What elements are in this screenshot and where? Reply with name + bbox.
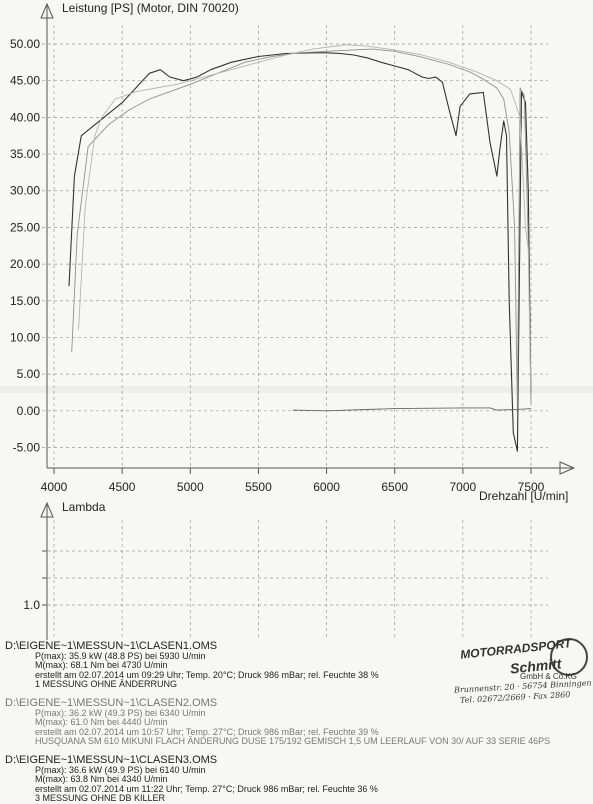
series-baseline-line: [292, 407, 532, 412]
stamp-logo-icon: [550, 638, 588, 676]
lambda-y-tick-label: 1.0: [23, 598, 40, 612]
y-tick-label: 10.00: [10, 330, 40, 344]
run-pmax-2: P(max): 36.2 kW (49.3 PS) bei 6340 U/min: [35, 707, 206, 718]
x-tick-label: 7000: [450, 480, 477, 494]
run-pmax-3: P(max): 36.6 kW (49.9 PS) bei 6140 U/min: [35, 764, 206, 775]
stamp-sub: GmbH & Co.KG: [520, 672, 577, 681]
scan-band: [0, 386, 593, 393]
rpm-axis-title: Drehzahl [U/min]: [479, 489, 568, 503]
y-tick-label: 35.00: [10, 147, 40, 161]
y-tick-label: 25.00: [10, 220, 40, 234]
power-chart-series: [68, 44, 532, 452]
power-chart-grid: [42, 25, 548, 468]
y-tick-label: 0.00: [17, 404, 41, 418]
y-axis-arrow: [40, 2, 54, 19]
power-axis-title: Leistung [PS] (Motor, DIN 70020): [62, 1, 239, 15]
run-mmax-3: M(max): 63.8 Nm bei 4340 U/min: [35, 774, 168, 785]
x-tick-label: 6500: [381, 480, 408, 494]
power-chart-axes: [40, 2, 576, 475]
y-tick-label: 20.00: [10, 257, 40, 271]
run-file-3: D:\EIGENE~1\MESSUN~1\CLASEN3.OMS: [5, 754, 218, 766]
series-clasen2-line: [71, 48, 532, 408]
run-info-2: D:\EIGENE~1\MESSUN~1\CLASEN2.OMS P(max):…: [5, 697, 551, 747]
run-note-3: 3 MESSUNG OHNE DB KILLER: [35, 793, 166, 804]
x-tick-label: 6000: [313, 480, 340, 494]
run-file-2: D:\EIGENE~1\MESSUN~1\CLASEN2.OMS: [5, 697, 218, 709]
x-tick-label: 5000: [177, 480, 204, 494]
power-chart-ticks: 50.00 45.00 40.00 35.00 30.00 25.00 20.00 15.00…: [10, 37, 545, 494]
lambda-chart-ticks: 1.0: [23, 598, 40, 612]
series-clasen3-line: [78, 44, 532, 404]
run-pmax-1: P(max): 35.9 kW (48.8 PS) bei 5930 U/min: [35, 650, 206, 661]
y-tick-label: 30.00: [10, 184, 40, 198]
run-mmax-2: M(max): 61.0 Nm bei 4440 U/min: [35, 717, 168, 728]
lambda-chart-axes: [40, 501, 54, 640]
lambda-axis-title: Lambda: [62, 500, 106, 514]
x-axis-arrow: [559, 461, 576, 475]
dealer-stamp: MOTORRADSPORT Schmitt GmbH & Co.KG Brunn…: [450, 628, 592, 708]
x-tick-label: 4500: [109, 480, 136, 494]
lambda-y-axis-arrow: [40, 501, 54, 518]
y-tick-label: 50.00: [10, 37, 40, 51]
x-tick-label: 7500: [518, 480, 545, 494]
run-file-1: D:\EIGENE~1\MESSUN~1\CLASEN1.OMS: [5, 640, 218, 652]
run-note-1: 1 MESSUNG OHNE ÄNDERRUNG: [35, 679, 178, 690]
series-clasen1-line: [68, 52, 532, 452]
x-tick-label: 5500: [245, 480, 272, 494]
y-tick-label: 40.00: [10, 110, 40, 124]
lambda-chart-grid: [42, 520, 548, 638]
y-tick-label: -5.00: [13, 441, 41, 455]
run-created-1: erstellt am 02.07.2014 um 09:29 Uhr; Tem…: [35, 669, 379, 680]
y-tick-label: 45.00: [10, 74, 40, 88]
run-info-1: D:\EIGENE~1\MESSUN~1\CLASEN1.OMS P(max):…: [5, 640, 379, 690]
run-info-3: D:\EIGENE~1\MESSUN~1\CLASEN3.OMS P(max):…: [5, 754, 378, 804]
run-created-3: erstellt am 02.07.2014 um 11:22 Uhr; Tem…: [35, 783, 378, 794]
run-note-2: HUSQUANA SM 610 MIKUNI FLACH ÄNDERUNG DU…: [35, 736, 551, 747]
run-created-2: erstellt am 02.07.2014 um 10:57 Uhr; Tem…: [35, 726, 379, 737]
run-mmax-1: M(max): 68.1 Nm bei 4730 U/min: [35, 660, 168, 671]
y-tick-label: 5.00: [17, 367, 41, 381]
x-tick-label: 4000: [41, 480, 68, 494]
y-tick-label: 15.00: [10, 294, 40, 308]
